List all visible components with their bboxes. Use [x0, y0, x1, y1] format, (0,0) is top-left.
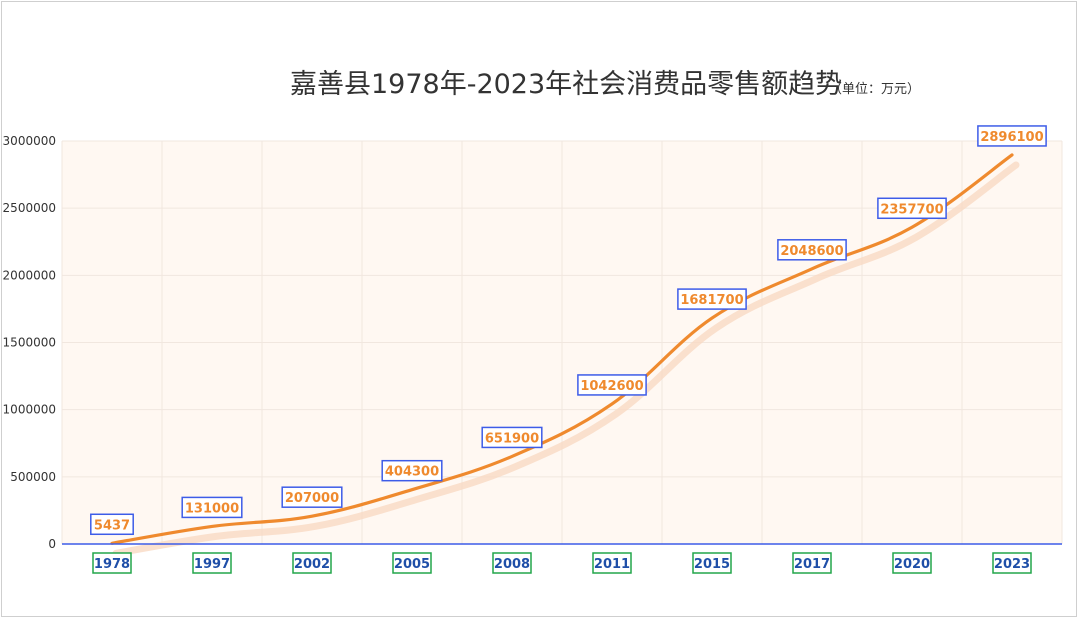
data-label: 404300 — [385, 465, 439, 480]
y-tick-label: 0 — [48, 537, 56, 551]
chart-title: 嘉善县1978年-2023年社会消费品零售额趋势 — [290, 69, 842, 100]
x-tick-box — [192, 552, 232, 574]
data-label: 5437 — [94, 518, 130, 533]
x-tick-box — [292, 552, 332, 574]
x-tick-label: 2008 — [494, 557, 530, 572]
data-label-box — [90, 513, 134, 536]
x-tick-box — [492, 552, 532, 574]
y-tick-label: 1500000 — [3, 336, 56, 350]
data-label: 2048600 — [780, 244, 843, 259]
data-label-box — [381, 459, 443, 482]
x-tick-label: 2005 — [394, 557, 430, 572]
data-label: 651900 — [485, 431, 539, 446]
x-tick-label: 1997 — [194, 557, 230, 572]
y-tick-label: 2000000 — [3, 268, 56, 282]
x-tick-box — [92, 552, 132, 574]
x-tick-label: 2020 — [894, 557, 930, 572]
series-line — [110, 153, 1014, 545]
series-line-shadow — [112, 161, 1020, 557]
data-label-box — [777, 239, 847, 261]
y-tick-label: 2500000 — [3, 201, 56, 215]
x-tick-label: 2002 — [294, 557, 330, 572]
x-tick-box — [792, 552, 832, 574]
data-label: 131000 — [185, 501, 239, 516]
data-label: 1042600 — [580, 379, 643, 394]
x-tick-label: 2017 — [794, 557, 830, 572]
x-tick-label: 2015 — [694, 557, 730, 572]
data-label-box — [481, 426, 543, 449]
x-tick-box — [392, 552, 432, 574]
data-label-box — [977, 125, 1047, 147]
x-tick-box — [692, 552, 732, 574]
chart-unit: （单位：万元） — [829, 82, 920, 97]
y-tick-label: 1000000 — [3, 403, 56, 417]
data-label-box — [577, 374, 647, 396]
data-label-box — [677, 288, 747, 310]
x-tick-box — [892, 552, 932, 574]
data-label-box — [877, 197, 947, 220]
data-label: 2896100 — [980, 130, 1043, 145]
x-tick-label: 1978 — [94, 557, 130, 572]
x-tick-label: 2011 — [594, 557, 630, 572]
x-tick-label: 2023 — [994, 557, 1030, 572]
y-tick-label: 3000000 — [3, 134, 56, 148]
data-label-box — [281, 486, 343, 508]
x-tick-box — [592, 552, 632, 574]
data-label: 2357700 — [880, 202, 943, 217]
data-label-box — [181, 496, 243, 519]
data-label: 1681700 — [680, 293, 743, 308]
y-tick-label: 500000 — [10, 470, 56, 484]
x-tick-box — [992, 552, 1032, 574]
data-label: 207000 — [285, 491, 339, 506]
